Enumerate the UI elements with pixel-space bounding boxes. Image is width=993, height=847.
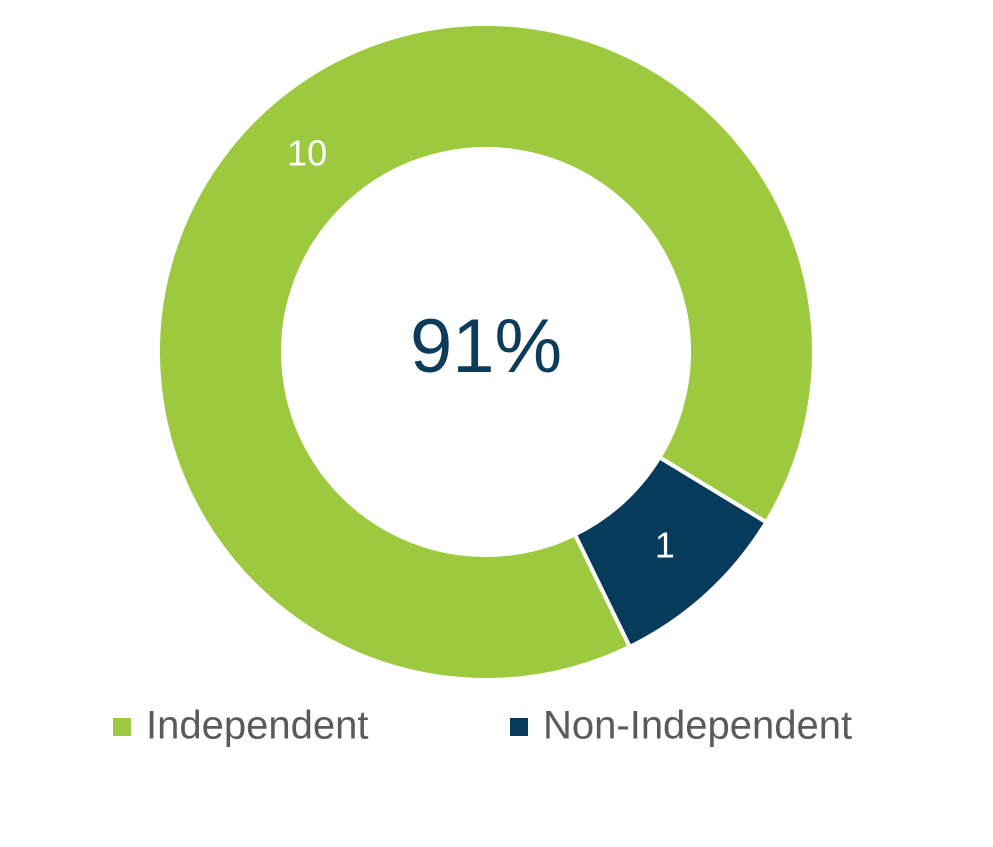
legend-swatch	[113, 718, 131, 736]
donut-slice	[156, 22, 816, 682]
legend-label: Independent	[146, 704, 368, 748]
center-label: 91%	[410, 304, 562, 389]
legend-label: Non-Independent	[543, 704, 852, 748]
data-label: 10	[287, 132, 327, 173]
legend-swatch	[510, 718, 528, 736]
donut-slice	[572, 454, 770, 650]
data-label: 1	[655, 525, 675, 566]
